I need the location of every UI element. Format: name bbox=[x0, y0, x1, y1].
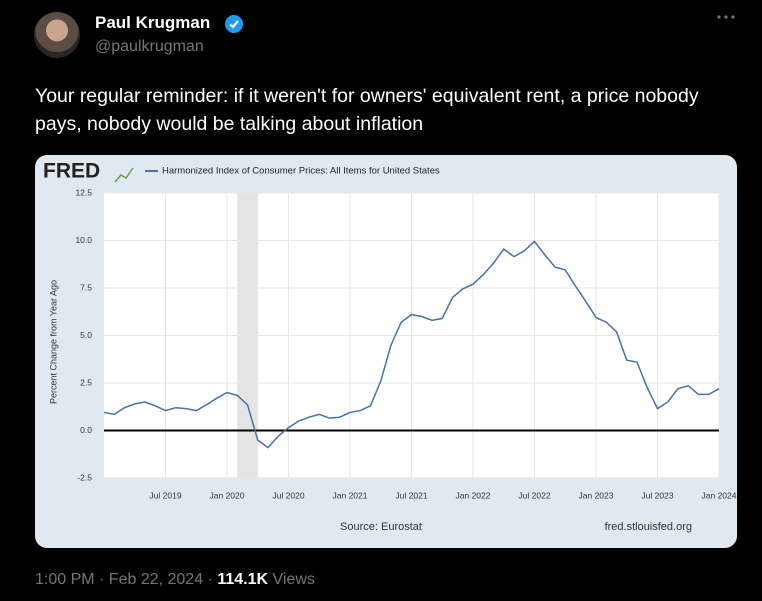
y-tick-label: -2.5 bbox=[77, 472, 92, 482]
avatar[interactable] bbox=[34, 12, 80, 58]
x-tick-label: Jul 2021 bbox=[395, 490, 427, 500]
views-label: Views bbox=[272, 571, 315, 588]
y-tick-label: 12.5 bbox=[75, 187, 92, 197]
data-line bbox=[103, 240, 720, 449]
chart-source: Source: Eurostat bbox=[340, 521, 422, 533]
x-tick-label: Jul 2020 bbox=[272, 490, 304, 500]
tweet-footer: 1:00 PM · Feb 22, 2024 · 114.1K Views bbox=[35, 571, 315, 589]
legend-label: Harmonized Index of Consumer Prices: All… bbox=[162, 166, 440, 177]
fred-logo-icon bbox=[114, 167, 134, 183]
author-handle[interactable]: @paulkrugman bbox=[95, 38, 204, 55]
y-tick-label: 0.0 bbox=[80, 425, 92, 435]
x-tick-label: Jul 2022 bbox=[518, 490, 550, 500]
more-menu[interactable] bbox=[716, 12, 736, 22]
x-tick-label: Jan 2024 bbox=[702, 490, 737, 500]
y-axis-label: Percent Change from Year Ago bbox=[48, 280, 58, 404]
y-tick-label: 2.5 bbox=[80, 377, 92, 387]
y-tick-label: 7.5 bbox=[80, 282, 92, 292]
x-tick-label: Jan 2022 bbox=[456, 490, 491, 500]
author-name[interactable]: Paul Krugman bbox=[95, 13, 211, 32]
chart-card[interactable]: -2.5 0.0 2.5 5.0 7.5 10.0 12.5 Jul 2019 Jan 2020… bbox=[35, 155, 737, 548]
y-tick-label: 5.0 bbox=[80, 330, 92, 340]
separator: · bbox=[207, 571, 213, 588]
timestamp: 1:00 PM · Feb 22, 2024 bbox=[35, 571, 204, 588]
x-tick-label: Jul 2019 bbox=[149, 490, 181, 500]
tweet-text: Your regular reminder: if it weren't for… bbox=[35, 85, 699, 135]
x-tick-label: Jul 2023 bbox=[641, 490, 673, 500]
views-count: 114.1K bbox=[217, 571, 269, 588]
x-tick-label: Jan 2020 bbox=[210, 490, 245, 500]
x-tick-label: Jan 2023 bbox=[579, 490, 614, 500]
fred-logo: FRED bbox=[43, 160, 100, 183]
x-tick-label: Jan 2021 bbox=[333, 490, 368, 500]
y-tick-label: 10.0 bbox=[75, 235, 92, 245]
chart-site: fred.stlouisfed.org bbox=[605, 521, 692, 533]
verified-badge bbox=[225, 15, 243, 33]
